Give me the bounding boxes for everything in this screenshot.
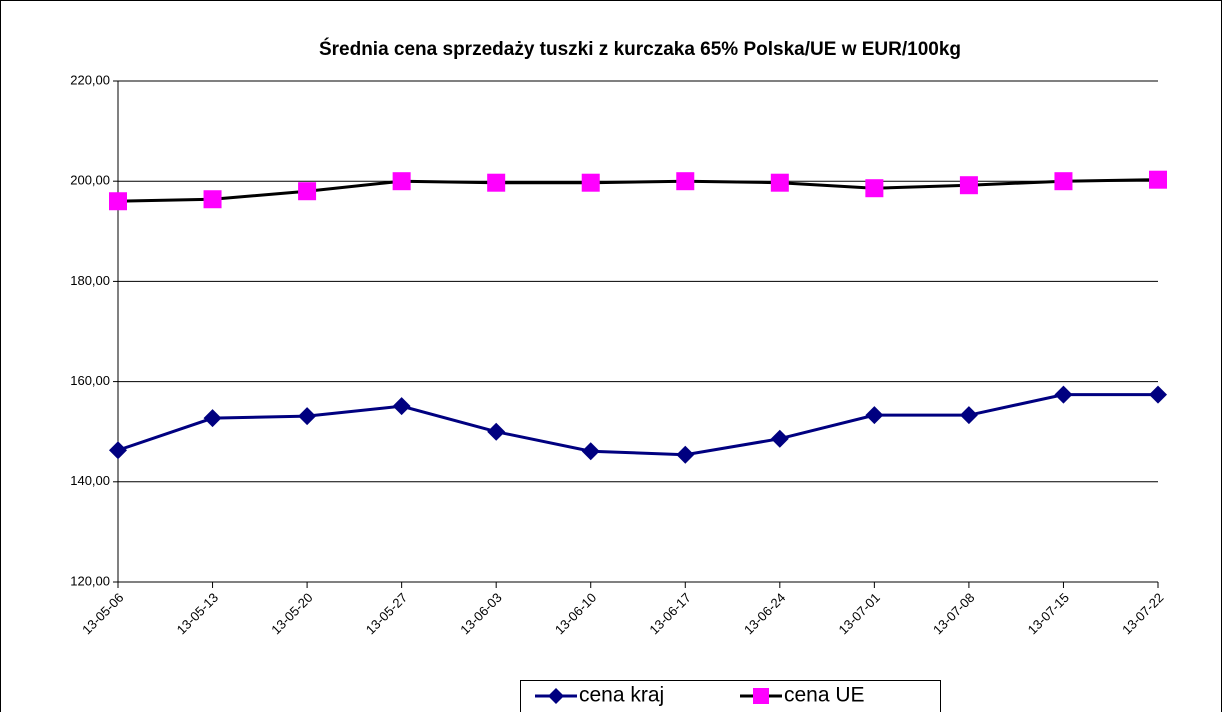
square-marker xyxy=(865,179,884,198)
diamond-marker xyxy=(676,445,695,464)
diamond-marker xyxy=(1149,385,1167,404)
y-tick-label: 220,00 xyxy=(70,72,110,87)
legend-marker xyxy=(753,688,769,704)
square-marker xyxy=(770,173,789,192)
y-tick-label: 180,00 xyxy=(70,273,110,288)
square-marker xyxy=(203,190,222,209)
square-marker xyxy=(1054,172,1073,191)
legend-label: cena kraj xyxy=(579,684,664,707)
diamond-marker xyxy=(581,442,600,461)
chart-title: Średnia cena sprzedaży tuszki z kurczaka… xyxy=(319,38,961,60)
diamond-marker xyxy=(770,429,789,448)
square-marker xyxy=(676,172,695,191)
series-line xyxy=(117,393,1158,457)
y-tick-label: 200,00 xyxy=(70,173,110,188)
diamond-marker xyxy=(392,397,411,416)
diamond-marker xyxy=(487,422,506,441)
square-marker xyxy=(487,173,506,192)
legend-marker xyxy=(548,688,564,704)
series-line xyxy=(117,178,1159,203)
diamond-marker xyxy=(298,407,317,426)
y-tick-label: 160,00 xyxy=(70,373,110,388)
y-tick-label: 120,00 xyxy=(70,573,110,588)
legend-label: cena UE xyxy=(784,684,865,707)
legend-box xyxy=(520,680,941,712)
diamond-marker xyxy=(109,441,127,460)
square-marker xyxy=(392,172,411,191)
square-marker xyxy=(298,182,317,201)
square-marker xyxy=(1149,170,1167,189)
diamond-marker xyxy=(1054,385,1073,404)
square-marker xyxy=(959,176,978,195)
diamond-marker xyxy=(959,406,978,425)
square-marker xyxy=(581,173,600,192)
square-marker xyxy=(109,192,127,211)
diamond-marker xyxy=(865,406,884,425)
diamond-marker xyxy=(203,409,222,428)
y-tick-label: 140,00 xyxy=(70,473,110,488)
